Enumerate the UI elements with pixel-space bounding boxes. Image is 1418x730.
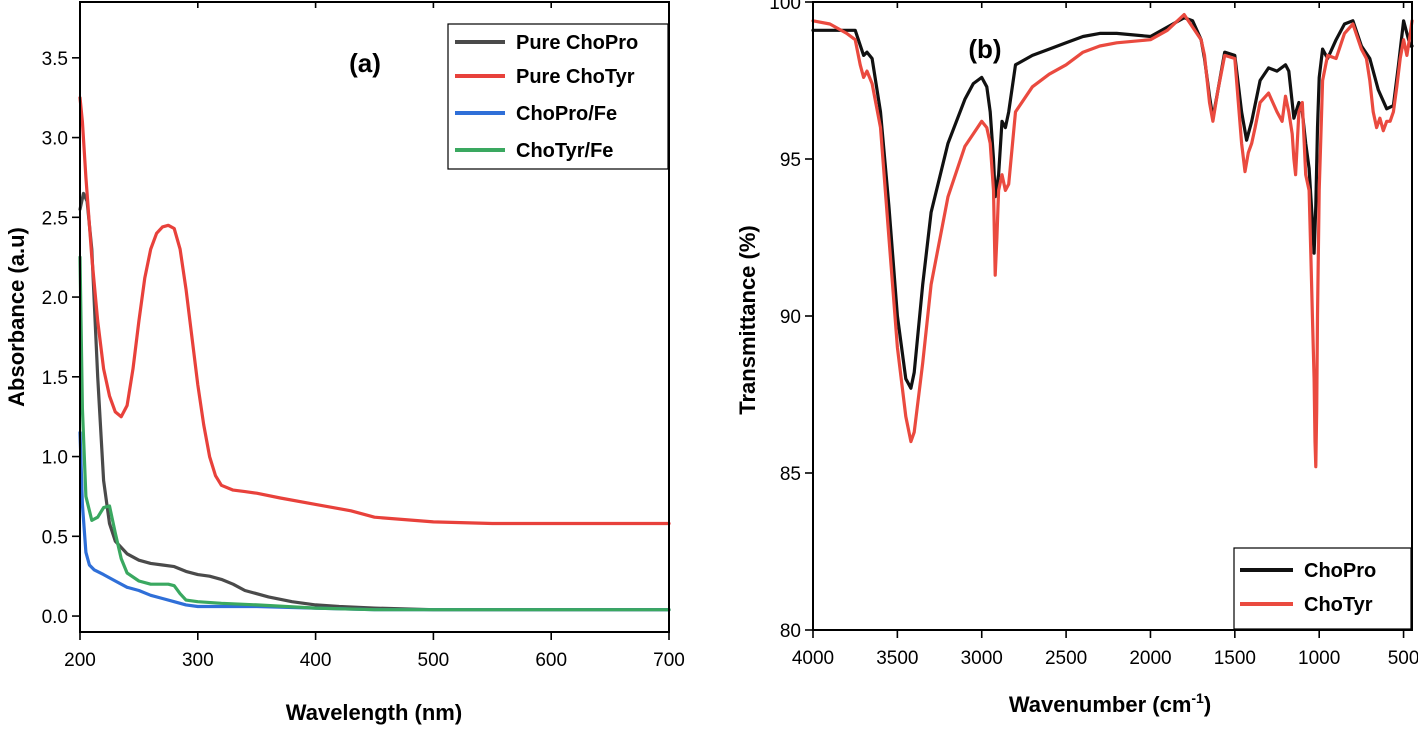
panel-b-y-tick-label: 80 xyxy=(780,621,801,642)
panel-a-x-tick-label: 300 xyxy=(182,650,214,671)
panel-b-x-tick-label: 3500 xyxy=(876,648,918,669)
panel-b-y-axis-title: Transmittance (%) xyxy=(735,225,760,415)
panel-a-x-tick-label: 600 xyxy=(535,650,567,671)
panel-a-y-tick-label: 1.0 xyxy=(42,448,68,469)
legend-label-pure-chopro: Pure ChoPro xyxy=(516,32,638,54)
panel-b-series-group xyxy=(811,13,1414,469)
panel-a-chart: 200 300 400 500 600 700 0.0 0.5 1.0 1.5 2.0 2.5 3.0… xyxy=(4,1,685,725)
panel-a-label: (a) xyxy=(349,48,381,78)
panel-a-legend: Pure ChoPro Pure ChoTyr ChoPro/Fe ChoTyr… xyxy=(447,23,669,170)
panel-b-y-tick-label: 95 xyxy=(780,150,801,171)
legend-label-pure-chotyr: Pure ChoTyr xyxy=(516,66,635,88)
legend-label-chopro: ChoPro xyxy=(1304,560,1376,582)
panel-a-y-tick-label: 0.0 xyxy=(42,607,68,628)
panel-b-x-ticks: 4000 3500 3000 2500 2000 1500 1000 500 xyxy=(792,2,1418,669)
panel-a-plot-frame xyxy=(79,1,670,633)
panel-b-x-axis-title-suffix: ) xyxy=(1204,692,1211,717)
panel-a-x-tick-label: 500 xyxy=(418,650,450,671)
panel-b-y-tick-label: 90 xyxy=(780,307,801,328)
panel-a-x-ticks: 200 300 400 500 600 700 xyxy=(64,2,685,671)
panel-a-y-tick-label: 0.5 xyxy=(42,527,68,548)
panel-b-x-tick-label: 3000 xyxy=(961,648,1003,669)
panel-b-x-tick-label: 1500 xyxy=(1214,648,1256,669)
panel-a-series-group xyxy=(78,96,671,612)
panel-b-chart: 4000 3500 3000 2500 2000 1500 1000 500 80 85 90 95… xyxy=(735,0,1418,717)
panel-a-y-tick-label: 2.0 xyxy=(42,288,68,309)
panel-a-series-line-chotyr-fe xyxy=(78,255,671,612)
panel-b-x-axis-title-superscript: -1 xyxy=(1191,690,1204,706)
panel-b-y-tick-label: 100 xyxy=(769,0,801,14)
panel-a-x-tick-label: 700 xyxy=(653,650,685,671)
legend-label-chotyr: ChoTyr xyxy=(1304,594,1373,616)
panel-a-x-axis-title: Wavelength (nm) xyxy=(286,700,462,725)
panel-b-series-line-chotyr xyxy=(811,13,1414,469)
legend-label-chopro-fe: ChoPro/Fe xyxy=(516,103,617,125)
panel-b-label: (b) xyxy=(968,34,1001,64)
panel-a-y-tick-label: 1.5 xyxy=(42,368,68,389)
panel-b-x-axis-title: Wavenumber (cm-1) xyxy=(1009,690,1211,717)
panel-a-x-tick-label: 400 xyxy=(300,650,332,671)
panel-b-x-tick-label: 1000 xyxy=(1298,648,1340,669)
panel-b-x-axis-title-main: Wavenumber (cm xyxy=(1009,692,1192,717)
panel-a-y-ticks: 0.0 0.5 1.0 1.5 2.0 2.5 3.0 3.5 xyxy=(42,49,80,628)
panel-a-x-tick-label: 200 xyxy=(64,650,96,671)
panel-a-y-tick-label: 3.5 xyxy=(42,49,68,70)
panel-b-y-ticks: 80 85 90 95 100 xyxy=(769,0,813,642)
panel-a-legend-box xyxy=(447,23,669,170)
panel-b-x-tick-label: 500 xyxy=(1388,648,1418,669)
panel-a-y-tick-label: 2.5 xyxy=(42,208,68,229)
legend-label-chotyr-fe: ChoTyr/Fe xyxy=(516,140,613,162)
panel-b-x-tick-label: 2500 xyxy=(1045,648,1087,669)
panel-b-y-tick-label: 85 xyxy=(780,464,801,485)
panel-a-series-line-pure-chotyr xyxy=(78,96,671,526)
panel-a-y-axis-title: Absorbance (a.u) xyxy=(4,227,29,407)
panel-a-y-tick-label: 3.0 xyxy=(42,129,68,150)
panel-b-legend-box xyxy=(1233,547,1412,630)
panel-b-x-tick-label: 2000 xyxy=(1129,648,1171,669)
panel-b-legend: ChoPro ChoTyr xyxy=(1233,547,1412,630)
panel-b-x-tick-label: 4000 xyxy=(792,648,834,669)
